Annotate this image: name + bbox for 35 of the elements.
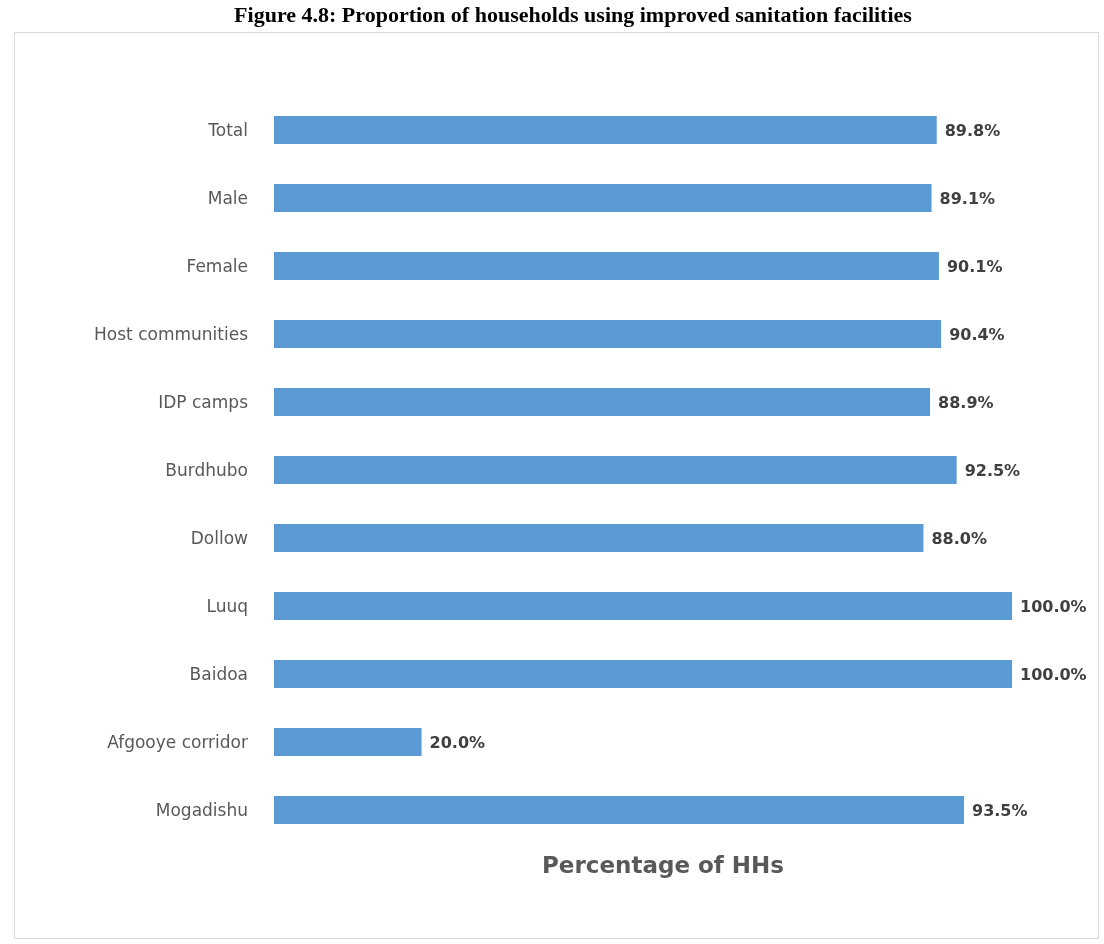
bar xyxy=(274,116,937,144)
data-label: 20.0% xyxy=(429,732,486,752)
bar xyxy=(274,184,932,212)
y-tick-label: Baidoa xyxy=(189,664,248,685)
y-tick-label: Host communities xyxy=(94,324,249,345)
bar xyxy=(274,728,422,756)
y-tick-label: Mogadishu xyxy=(155,800,248,821)
data-label: 88.9% xyxy=(938,392,994,412)
y-tick-label: Total xyxy=(207,120,248,141)
y-tick-label: Luuq xyxy=(206,596,248,617)
y-tick-label: Afgooye corridor xyxy=(107,732,249,753)
data-label: 89.8% xyxy=(944,120,1001,140)
data-label: 100.0% xyxy=(1020,664,1087,684)
bar xyxy=(274,660,1012,688)
y-tick-label: Burdhubo xyxy=(165,460,248,481)
data-label: 90.4% xyxy=(949,324,1005,344)
data-label: 90.1% xyxy=(946,256,1003,276)
bar xyxy=(274,796,965,824)
bar xyxy=(274,388,931,416)
x-axis-title: Percentage of HHs xyxy=(542,852,784,878)
y-tick-label: Male xyxy=(207,188,248,209)
bar xyxy=(274,456,957,484)
chart-title: Figure 4.8: Proportion of households using improved sanitation facilities xyxy=(234,2,913,27)
y-tick-label: Dollow xyxy=(190,528,249,549)
y-tick-label: IDP camps xyxy=(158,392,249,413)
data-label: 88.0% xyxy=(931,528,987,548)
bar xyxy=(274,592,1012,620)
data-label: 89.1% xyxy=(939,188,996,208)
data-label: 93.5% xyxy=(972,800,1028,820)
bar xyxy=(274,524,924,552)
data-label: 92.5% xyxy=(964,460,1021,480)
data-label: 100.0% xyxy=(1020,596,1087,616)
bar xyxy=(274,320,942,348)
bar xyxy=(274,252,939,280)
y-tick-label: Female xyxy=(186,256,248,277)
